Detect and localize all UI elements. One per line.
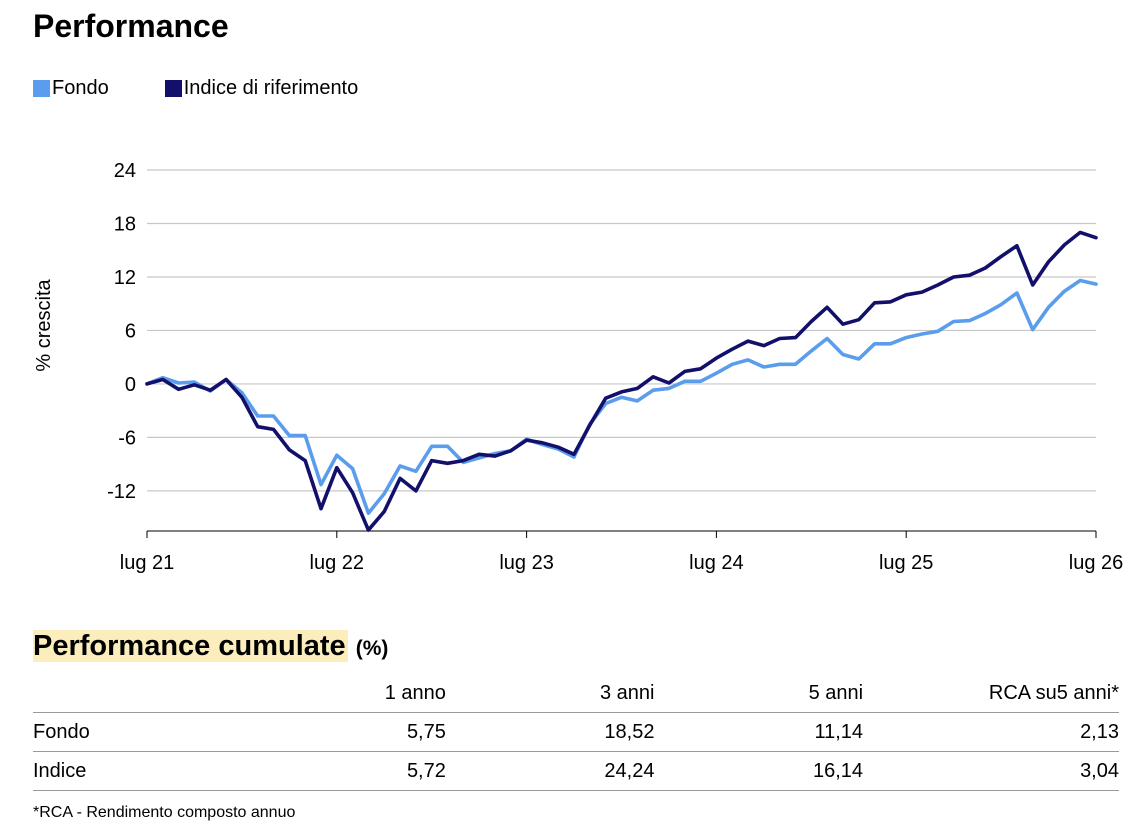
chart-gridlines — [147, 169, 1096, 492]
chart-y-axis-label: % crescita — [33, 279, 55, 372]
legend-item-fondo: Fondo — [33, 76, 109, 100]
x-tick-label: lug 21 — [120, 552, 175, 574]
table-row: Fondo 5,75 18,52 11,14 2,13 — [33, 712, 1119, 752]
x-tick-label: lug 23 — [499, 552, 554, 574]
x-tick-label: lug 25 — [879, 552, 934, 574]
table-cell: 24,24 — [445, 751, 655, 791]
table-cell: 11,14 — [654, 712, 864, 752]
table-header-5-anni: 5 anni — [654, 674, 864, 713]
table-header-1-anno: 1 anno — [258, 674, 446, 713]
table-header-row: 1 anno 3 anni 5 anni RCA su5 anni* — [33, 674, 1119, 713]
table-cell: 16,14 — [654, 751, 864, 791]
y-tick-label: 0 — [125, 374, 136, 396]
x-tick-label: lug 24 — [689, 552, 744, 574]
table-header-rca: RCA su5 anni* — [863, 674, 1119, 713]
cumulative-performance-table: 1 anno 3 anni 5 anni RCA su5 anni* Fondo… — [33, 674, 1119, 791]
chart-y-tick-labels: 24 18 12 6 0 -6 -12 — [107, 160, 136, 503]
table-row: Indice 5,72 24,24 16,14 3,04 — [33, 751, 1119, 791]
table-cell: 5,72 — [258, 751, 446, 791]
legend-label-indice: Indice di riferimento — [183, 77, 359, 99]
table-row-label: Fondo — [33, 712, 259, 752]
chart-legend: Fondo Indice di riferimento — [33, 76, 414, 100]
cumulative-performance-unit: (%) — [355, 637, 389, 660]
y-tick-label: 18 — [114, 213, 136, 235]
cumulative-performance-title-text: Performance cumulate — [33, 630, 348, 662]
y-tick-label: 24 — [114, 160, 136, 182]
legend-label-fondo: Fondo — [52, 77, 109, 99]
y-tick-label: 6 — [125, 320, 136, 342]
chart-x-axis — [146, 530, 1097, 538]
chart-series — [145, 230, 1098, 532]
x-tick-label: lug 26 — [1069, 552, 1124, 574]
chart-x-tick-labels: lug 21 lug 22 lug 23 lug 24 lug 25 lug 26 — [120, 552, 1124, 574]
y-tick-label: -12 — [107, 481, 136, 503]
y-tick-label: 12 — [114, 267, 136, 289]
series-line-fondo — [145, 278, 1098, 516]
table-cell: 2,13 — [863, 712, 1119, 752]
x-tick-label: lug 22 — [310, 552, 365, 574]
legend-swatch-indice — [164, 79, 182, 97]
table-cell: 18,52 — [445, 712, 655, 752]
table-cell: 5,75 — [258, 712, 446, 752]
page-title: Performance — [33, 8, 229, 44]
table-row-label: Indice — [33, 751, 259, 791]
table-corner-cell — [33, 674, 259, 713]
legend-swatch-fondo — [33, 79, 50, 97]
footnote: *RCA - Rendimento composto annuo — [33, 804, 296, 821]
table-header-3-anni: 3 anni — [445, 674, 655, 713]
legend-item-indice: Indice di riferimento — [164, 76, 359, 100]
cumulative-performance-title: Performance cumulate (%) — [33, 622, 388, 673]
series-line-indice — [145, 230, 1098, 532]
y-tick-label: -6 — [118, 427, 136, 449]
table-cell: 3,04 — [863, 751, 1119, 791]
